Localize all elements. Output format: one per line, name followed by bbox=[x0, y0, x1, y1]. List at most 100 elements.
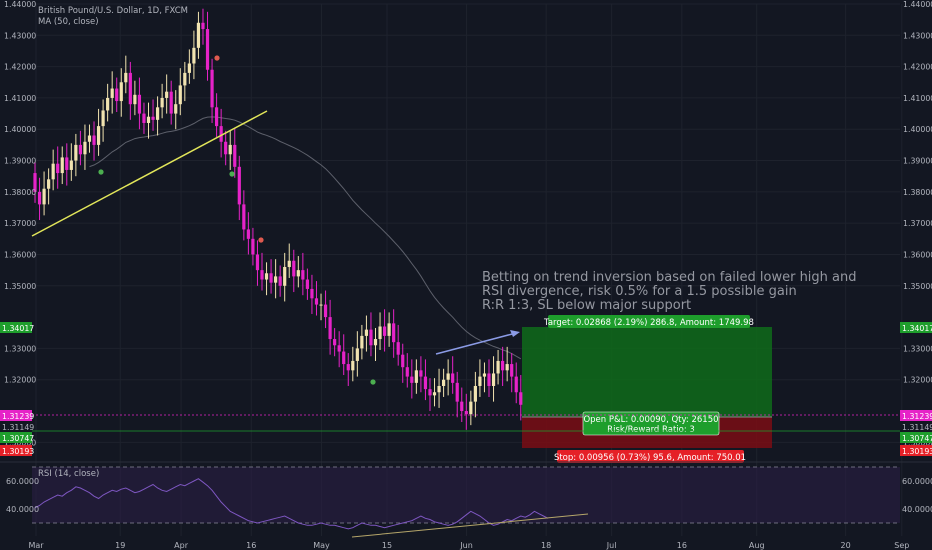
candle-body bbox=[83, 141, 87, 155]
time-tick-label: 16 bbox=[677, 541, 687, 550]
candle-body bbox=[337, 345, 341, 352]
entry-price-text: 1.30747 bbox=[2, 434, 34, 443]
level-price-text: 1.31149 bbox=[2, 423, 34, 432]
candle-body bbox=[255, 254, 260, 271]
candle-body bbox=[33, 173, 37, 192]
price-tick-label: 1.38000 bbox=[903, 188, 932, 197]
ma-indicator-label[interactable]: MA (50, close) bbox=[38, 17, 99, 27]
stop-label: Stop: 0.00956 (0.73%) 95.6, Amount: 750.… bbox=[554, 453, 746, 463]
candle-body bbox=[283, 267, 287, 286]
current-price-tag bbox=[900, 410, 932, 421]
ma-50-line bbox=[89, 116, 522, 360]
candle-body bbox=[405, 367, 409, 377]
candle-body bbox=[519, 392, 523, 405]
target-price-text: 1.34017 bbox=[2, 324, 34, 333]
open-pl-label: Open P&L: 0.00090, Qty: 26150 bbox=[583, 415, 718, 425]
support-trendline[interactable] bbox=[31, 110, 268, 237]
risk-reward-label: Risk/Reward Ratio: 3 bbox=[607, 425, 695, 435]
candle-body bbox=[78, 144, 82, 155]
candle-body bbox=[42, 188, 46, 205]
candle-body bbox=[155, 107, 160, 120]
candle-body bbox=[137, 94, 142, 114]
entry-price-tag bbox=[900, 432, 932, 443]
time-tick-label: 15 bbox=[382, 541, 392, 550]
time-tick-label: 16 bbox=[246, 541, 256, 550]
candle-body bbox=[201, 22, 205, 30]
candle-body bbox=[378, 326, 382, 340]
target-zone[interactable] bbox=[522, 327, 772, 417]
price-tick-label: 1.40000 bbox=[4, 125, 36, 134]
candle-body bbox=[151, 116, 155, 120]
time-tick-label: May bbox=[313, 541, 330, 550]
candle-body bbox=[301, 270, 305, 280]
candle-body bbox=[501, 360, 505, 371]
candle-body bbox=[373, 339, 378, 346]
price-tick-label: 1.40000 bbox=[903, 125, 932, 134]
candle-body bbox=[119, 82, 123, 102]
candle-body bbox=[124, 72, 128, 83]
rsi-divergence-line[interactable] bbox=[351, 513, 589, 538]
candle-body bbox=[305, 279, 309, 289]
rsi-tick-left: 40.0000 bbox=[6, 505, 39, 514]
candle-body bbox=[242, 204, 246, 230]
price-tick-label: 1.36000 bbox=[903, 250, 932, 259]
candle-body bbox=[360, 335, 364, 349]
candle-body bbox=[60, 157, 64, 174]
annotation-line-1[interactable]: Betting on trend inversion based on fail… bbox=[482, 270, 857, 285]
candle-body bbox=[296, 270, 300, 277]
candles bbox=[33, 8, 523, 430]
candle-body bbox=[233, 144, 237, 167]
candle-body bbox=[392, 323, 396, 343]
target-price-text: 1.34017 bbox=[902, 324, 932, 333]
symbol-title[interactable]: British Pound/U.S. Dollar, 1D, FXCM bbox=[38, 6, 188, 16]
candle-body bbox=[314, 298, 319, 305]
candle-body bbox=[187, 63, 191, 73]
target-label-box bbox=[548, 315, 750, 328]
price-tick-label: 1.38000 bbox=[4, 188, 36, 197]
ma-layer bbox=[89, 116, 522, 360]
price-tick-label: 1.41000 bbox=[903, 94, 932, 103]
stop-label-box bbox=[557, 450, 744, 463]
candle-body bbox=[342, 351, 346, 365]
candle-body bbox=[115, 88, 119, 102]
overlays bbox=[31, 55, 520, 385]
position-tool[interactable] bbox=[522, 327, 772, 448]
candle-body bbox=[169, 91, 173, 114]
price-tick-label: 1.35000 bbox=[4, 282, 36, 291]
price-level-labels: 1.34017 1.34017 1.31239 1.31239 1.31149 … bbox=[0, 322, 932, 456]
stop-price-text: 1.30193 bbox=[902, 447, 932, 456]
signal-dot bbox=[214, 55, 220, 61]
target-label: Target: 0.02868 (2.19%) 286.8, Amount: 1… bbox=[543, 318, 754, 328]
candle-body bbox=[414, 370, 418, 383]
time-tick-label: 19 bbox=[115, 541, 125, 550]
candle-body bbox=[473, 385, 477, 402]
candle-body bbox=[446, 373, 450, 380]
candle-body bbox=[328, 317, 332, 340]
price-tick-label: 1.42000 bbox=[4, 63, 36, 72]
stop-price-text: 1.30193 bbox=[2, 447, 34, 456]
candle-body bbox=[228, 144, 232, 155]
rsi-tick-left: 60.0000 bbox=[6, 477, 39, 486]
candle-body bbox=[110, 88, 114, 98]
candle-body bbox=[142, 113, 146, 123]
candle-body bbox=[487, 373, 491, 386]
level-price-tag bbox=[0, 421, 32, 432]
current-price-text: 1.31239 bbox=[902, 412, 932, 421]
time-axis[interactable]: Mar19Apr16May15Jun18Jul16Aug20Sep17Oct15 bbox=[0, 538, 932, 550]
candle-body bbox=[210, 69, 214, 108]
annotation-line-3[interactable]: R:R 1:3, SL below major support bbox=[482, 298, 691, 313]
candle-body bbox=[355, 348, 359, 361]
annotation-line-2[interactable]: RSI divergence, risk 0.5% for a 1.5 poss… bbox=[482, 284, 797, 299]
candle-body bbox=[92, 135, 96, 145]
candle-body bbox=[469, 401, 473, 415]
price-tick-label: 1.32000 bbox=[4, 376, 36, 385]
rsi-band bbox=[32, 467, 900, 523]
rsi-title[interactable]: RSI (14, close) bbox=[38, 469, 99, 479]
price-tick-label: 1.37000 bbox=[4, 219, 36, 228]
candle-body bbox=[432, 392, 437, 396]
price-tick-label: 1.36000 bbox=[4, 250, 36, 259]
divergence-arrow[interactable] bbox=[435, 332, 517, 355]
price-tick-label: 1.32000 bbox=[903, 376, 932, 385]
